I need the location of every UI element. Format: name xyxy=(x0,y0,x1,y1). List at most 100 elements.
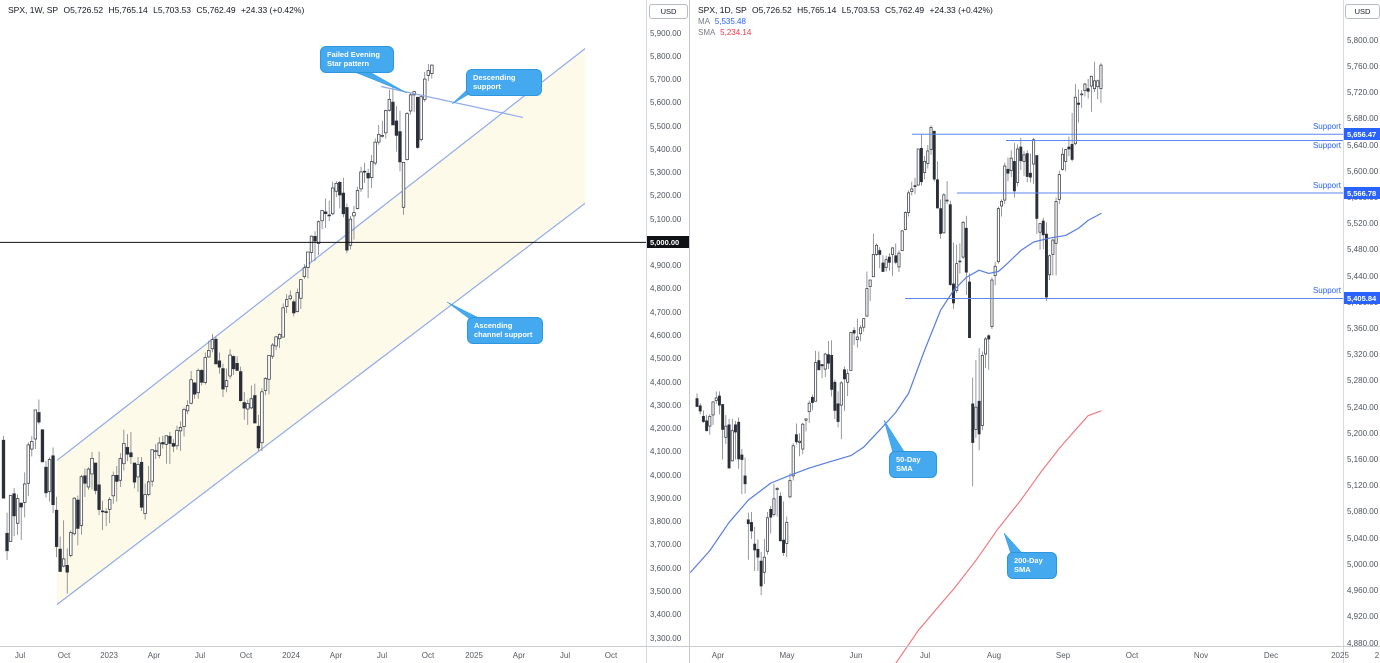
candle-body xyxy=(345,207,349,251)
time-tick-label[interactable]: May xyxy=(779,651,795,660)
time-tick-label[interactable]: Apr xyxy=(512,651,526,660)
candle-body xyxy=(804,418,808,421)
candle-body xyxy=(242,402,246,409)
candle-body xyxy=(884,259,888,268)
failed-evening-star-callout[interactable]: Failed Evening Star pattern xyxy=(320,46,394,73)
support-price-badge[interactable]: 5,405.84 xyxy=(1344,292,1380,305)
support-text-label[interactable]: Support xyxy=(1312,141,1341,151)
candle-body xyxy=(1022,154,1026,162)
candle-body xyxy=(778,495,782,542)
left-chart-legend[interactable]: SPX, 1W, SP O5,726.52 H5,765.14 L5,703.5… xyxy=(8,5,307,15)
price-tick-label: 5,520.00 xyxy=(1347,219,1379,229)
candle-body xyxy=(746,519,750,525)
candle-body xyxy=(734,424,737,433)
ascending-channel-support-callout[interactable]: Ascending channel support xyxy=(467,317,543,344)
support-text-label[interactable]: Support xyxy=(1312,286,1341,296)
descending-support-callout[interactable]: Descending support xyxy=(466,69,542,96)
left-low-value: L5,703.53 xyxy=(153,5,191,15)
candle-body xyxy=(366,172,370,179)
price-tick-label: 5,440.00 xyxy=(1347,271,1379,281)
candle-body xyxy=(348,218,353,246)
candle-body xyxy=(338,182,342,196)
candle-body xyxy=(306,251,310,268)
support-price-badge[interactable]: 5,566.78 xyxy=(1344,187,1380,200)
price-tick-label: 4,000.00 xyxy=(650,470,682,480)
time-tick-label[interactable]: Apr xyxy=(329,651,343,660)
candle-body xyxy=(185,405,190,412)
candle-body xyxy=(168,435,172,444)
right-symbol-title[interactable]: SPX, 1D, SP xyxy=(698,5,747,15)
time-tick-label[interactable]: Oct xyxy=(239,651,253,660)
ma-indicator-row[interactable]: MA 5,535.48 xyxy=(698,17,746,26)
fifty-day-sma-callout[interactable]: 50-Day SMA xyxy=(889,451,937,478)
candle-body xyxy=(958,260,962,263)
right-chart-legend[interactable]: SPX, 1D, SP O5,726.52 H5,765.14 L5,703.5… xyxy=(698,5,996,15)
support-text-label[interactable]: Support xyxy=(1312,181,1341,191)
time-tick-label[interactable]: Oct xyxy=(604,651,618,660)
time-tick-label[interactable]: Jul xyxy=(376,651,388,660)
candle-body xyxy=(387,98,392,111)
candle-body xyxy=(971,403,975,443)
time-tick-label[interactable]: Jul xyxy=(194,651,206,660)
candle-body xyxy=(766,517,769,552)
price-tick-label: 5,300.00 xyxy=(650,168,682,178)
price-tick-label: 3,900.00 xyxy=(650,493,682,503)
time-tick-label[interactable]: Jun xyxy=(849,651,863,660)
time-tick-label[interactable]: Oct xyxy=(1125,651,1139,660)
price-tick-label: 3,800.00 xyxy=(650,517,682,527)
two-hundred-day-sma-callout[interactable]: 200-Day SMA xyxy=(1007,552,1057,579)
candle-body xyxy=(878,250,882,255)
left-currency-button[interactable]: USD xyxy=(649,4,688,19)
candle-body xyxy=(1067,146,1071,150)
candle-body xyxy=(955,263,959,291)
time-tick-label[interactable]: Oct xyxy=(421,651,435,660)
candle-body xyxy=(942,194,946,234)
left-close-value: C5,762.49 xyxy=(196,5,236,15)
time-tick-label[interactable]: 2024 xyxy=(282,651,300,660)
candle-body xyxy=(798,440,802,443)
candle-body xyxy=(1048,255,1052,276)
candle-body xyxy=(894,255,898,263)
time-tick-label[interactable]: Jul xyxy=(919,651,931,660)
candle-body xyxy=(721,404,725,430)
candle-body xyxy=(859,327,862,335)
candle-body xyxy=(1057,174,1061,200)
time-tick-label[interactable]: Oct xyxy=(57,651,71,660)
candle-body xyxy=(794,434,798,443)
candle-body xyxy=(756,548,760,558)
candle-body xyxy=(253,395,257,424)
right-price-axis-border xyxy=(1343,0,1344,663)
time-tick-label[interactable]: 2 xyxy=(1374,651,1380,660)
time-tick-label[interactable]: Nov xyxy=(1193,651,1209,660)
right-currency-button[interactable]: USD xyxy=(1345,4,1380,19)
candle-body xyxy=(772,498,776,515)
candle-body xyxy=(175,430,179,447)
time-tick-label[interactable]: Jul xyxy=(14,651,26,660)
time-tick-label[interactable]: 2025 xyxy=(465,651,483,660)
time-tick-label[interactable]: 2023 xyxy=(100,651,118,660)
price-level-badge-5000[interactable]: 5,000.00 xyxy=(647,236,689,249)
candle-body xyxy=(817,360,821,371)
time-tick-label[interactable]: Apr xyxy=(711,651,725,660)
channel-fill xyxy=(57,48,585,605)
pane-divider[interactable] xyxy=(689,0,690,663)
candle-body xyxy=(750,522,753,532)
time-tick-label[interactable]: Apr xyxy=(147,651,161,660)
candle-body xyxy=(54,509,59,547)
candle-body xyxy=(897,252,901,268)
candle-body xyxy=(926,150,930,164)
time-tick-label[interactable]: Jul xyxy=(559,651,571,660)
time-tick-label[interactable]: Dec xyxy=(1263,651,1279,660)
price-tick-label: 5,600.00 xyxy=(650,98,682,108)
candle-body xyxy=(203,357,207,383)
time-tick-label[interactable]: Aug xyxy=(986,651,1002,660)
candle-body xyxy=(352,212,356,217)
sma-indicator-row[interactable]: SMA 5,234.14 xyxy=(698,28,751,37)
support-text-label[interactable]: Support xyxy=(1312,122,1341,132)
left-symbol-title[interactable]: SPX, 1W, SP xyxy=(8,5,59,15)
time-tick-label[interactable]: Sep xyxy=(1055,651,1071,660)
failed-evening-star-tail xyxy=(351,70,408,94)
time-tick-label[interactable]: 2025 xyxy=(1331,651,1349,660)
candle-body xyxy=(1083,83,1087,92)
support-price-badge[interactable]: 5,656.47 xyxy=(1344,128,1380,141)
